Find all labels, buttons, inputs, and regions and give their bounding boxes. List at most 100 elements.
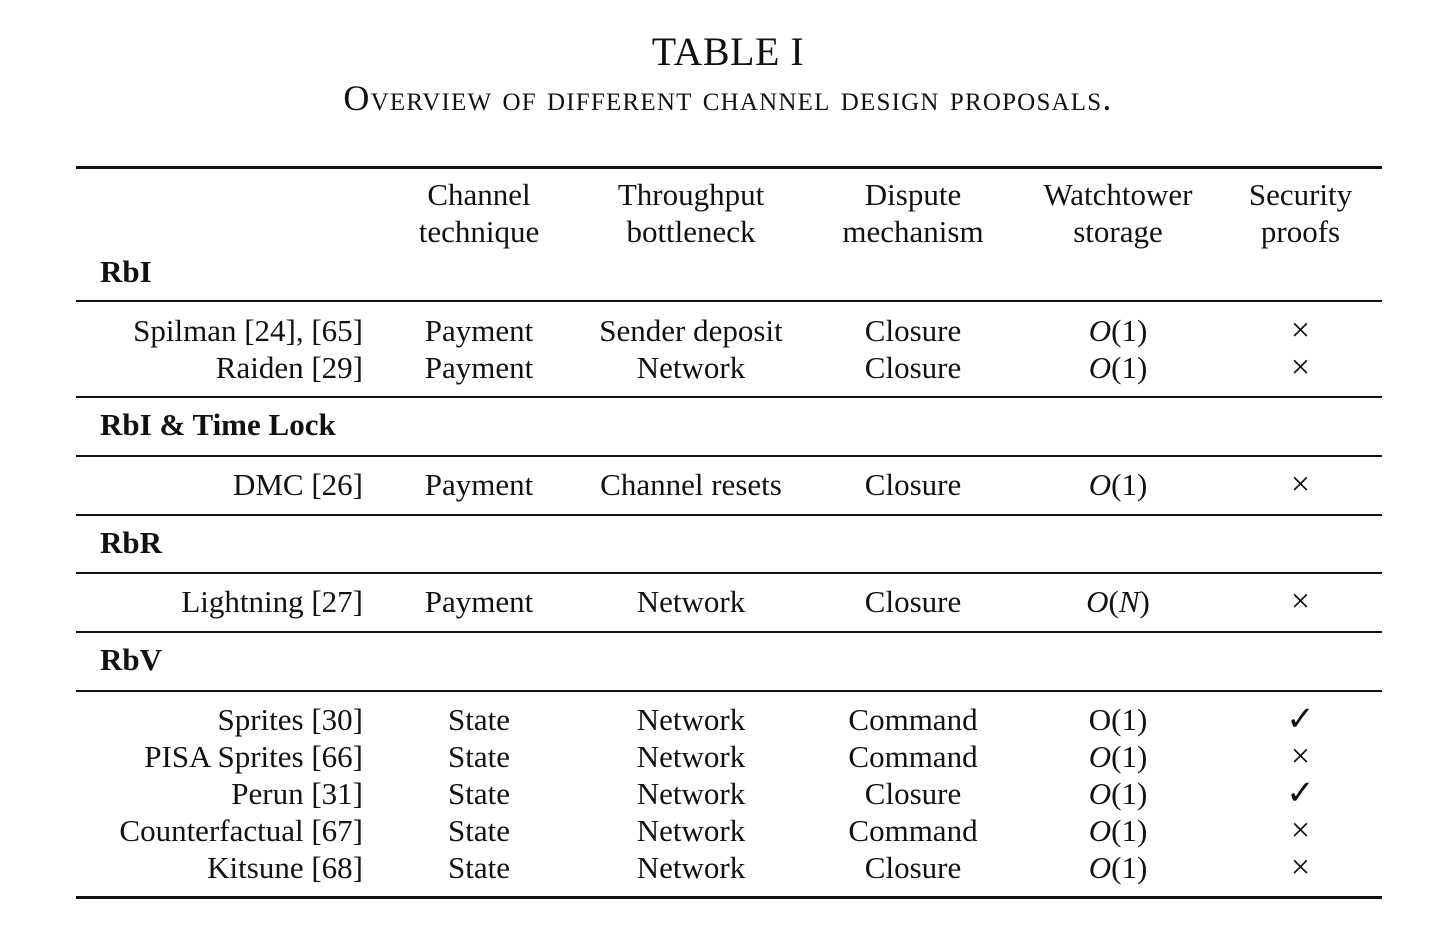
complexity-function: O (1088, 702, 1112, 737)
header-channel-technique: Channel technique (418, 177, 540, 249)
watchtower-storage-cell: O(1) (1017, 701, 1219, 738)
channel-technique-cell: Payment (424, 467, 534, 502)
bottom-rule (76, 896, 1382, 899)
throughput-bottleneck-cell: Network (636, 739, 746, 774)
dispute-mechanism-cell: Closure (864, 350, 962, 385)
group-label: RbV (100, 642, 163, 677)
complexity-function: O (1088, 813, 1112, 848)
complexity-argument: 1 (1121, 739, 1137, 774)
group-header-rule (76, 572, 1382, 574)
dispute-mechanism-cell: Closure (864, 776, 962, 811)
channel-technique-cell: Payment (424, 584, 534, 619)
group-label: RbI (100, 254, 152, 289)
table-row: Spilman [24], [65] Payment Sender deposit C… (76, 312, 1382, 349)
watchtower-storage-cell: O(1) (1017, 812, 1219, 849)
complexity-argument: 1 (1121, 467, 1137, 502)
group-separator-rule (76, 396, 1382, 398)
throughput-bottleneck-cell: Network (636, 584, 746, 619)
table-title: TABLE I (651, 29, 805, 74)
group-header-rule (76, 300, 1382, 302)
complexity-argument: 1 (1121, 702, 1137, 737)
paren-open: ( (1111, 776, 1122, 811)
complexity-argument: 1 (1121, 313, 1137, 348)
throughput-bottleneck-cell: Network (636, 702, 746, 737)
dispute-mechanism-cell: Closure (864, 584, 962, 619)
throughput-bottleneck-cell: Network (636, 350, 746, 385)
paren-close: ) (1139, 584, 1150, 619)
dispute-mechanism-cell: Closure (864, 467, 962, 502)
complexity-argument: 1 (1121, 350, 1137, 385)
dispute-mechanism-cell: Closure (864, 850, 962, 885)
paren-open: ( (1111, 702, 1122, 737)
throughput-bottleneck-cell: Network (636, 850, 746, 885)
group-label: RbI & Time Lock (100, 407, 336, 442)
paren-close: ) (1136, 702, 1148, 737)
proposal-name-cell: Kitsune [68] (207, 850, 363, 885)
proposal-name-cell: Lightning [27] (181, 584, 363, 619)
complexity-function: O (1088, 776, 1112, 811)
paren-open: ( (1111, 813, 1122, 848)
paren-open: ( (1111, 467, 1122, 502)
table-row: Sprites [30] State Network Command O(1) ✓ (76, 701, 1382, 738)
throughput-bottleneck-cell: Sender deposit (599, 313, 783, 348)
header-dispute-mechanism: Dispute mechanism (842, 177, 984, 249)
table-row: PISA Sprites [66] State Network Command O(1)… (76, 738, 1382, 775)
channel-technique-cell: State (448, 813, 510, 848)
paren-open: ( (1111, 350, 1122, 385)
channel-technique-cell: State (448, 739, 510, 774)
complexity-function: O (1088, 467, 1112, 502)
cross-icon: × (1290, 466, 1311, 503)
paren-close: ) (1136, 313, 1148, 348)
complexity-argument: 1 (1121, 813, 1137, 848)
paren-open: ( (1111, 313, 1122, 348)
paren-close: ) (1136, 850, 1148, 885)
header-watchtower-storage: Watchtower storage (1043, 177, 1193, 249)
watchtower-storage-cell: O(N) (1017, 583, 1219, 620)
channel-technique-cell: State (448, 850, 510, 885)
proposal-name-cell: DMC [26] (232, 467, 363, 502)
paren-open: ( (1111, 739, 1122, 774)
table-row: Counterfactual [67] State Network Command O(… (76, 812, 1382, 849)
proposal-name-cell: Raiden [29] (215, 350, 363, 385)
cross-icon: × (1290, 738, 1311, 775)
complexity-function: O (1088, 739, 1112, 774)
throughput-bottleneck-cell: Channel resets (600, 467, 782, 502)
complexity-argument: 1 (1121, 850, 1137, 885)
cross-icon: × (1290, 312, 1311, 349)
group-separator-rule (76, 631, 1382, 633)
channel-technique-cell: State (448, 776, 510, 811)
throughput-bottleneck-cell: Network (636, 813, 746, 848)
cross-icon: × (1290, 812, 1311, 849)
channel-technique-cell: Payment (424, 350, 534, 385)
watchtower-storage-cell: O(1) (1017, 775, 1219, 812)
paren-open: ( (1108, 584, 1119, 619)
table-row: Kitsune [68] State Network Closure O(1) × (76, 849, 1382, 886)
paren-close: ) (1136, 813, 1148, 848)
group-header-rule (76, 455, 1382, 457)
proposal-name-cell: Perun [31] (231, 776, 363, 811)
complexity-function: O (1088, 313, 1112, 348)
complexity-function: O (1088, 850, 1112, 885)
paren-close: ) (1136, 739, 1148, 774)
proposal-name-cell: PISA Sprites [66] (144, 739, 363, 774)
throughput-bottleneck-cell: Network (636, 776, 746, 811)
proposal-name-cell: Sprites [30] (217, 702, 363, 737)
group-header-rule (76, 690, 1382, 692)
header-throughput-bottleneck: Throughput bottleneck (617, 177, 765, 249)
table-row: DMC [26] Payment Channel resets Closure O(1)… (76, 466, 1382, 503)
watchtower-storage-cell: O(1) (1017, 312, 1219, 349)
check-icon: ✓ (1286, 775, 1315, 812)
proposal-name-cell: Spilman [24], [65] (133, 313, 363, 348)
dispute-mechanism-cell: Command (848, 813, 978, 848)
check-icon: ✓ (1286, 701, 1315, 738)
dispute-mechanism-cell: Command (848, 702, 978, 737)
cross-icon: × (1290, 583, 1311, 620)
group-separator-rule (76, 514, 1382, 516)
group-label: RbR (100, 525, 163, 560)
channel-technique-cell: Payment (424, 313, 534, 348)
table-subtitle: Overview of different channel design pro… (343, 78, 1113, 118)
paren-open: ( (1111, 850, 1122, 885)
watchtower-storage-cell: O(1) (1017, 738, 1219, 775)
complexity-function: O (1088, 350, 1112, 385)
complexity-argument: N (1118, 584, 1140, 619)
